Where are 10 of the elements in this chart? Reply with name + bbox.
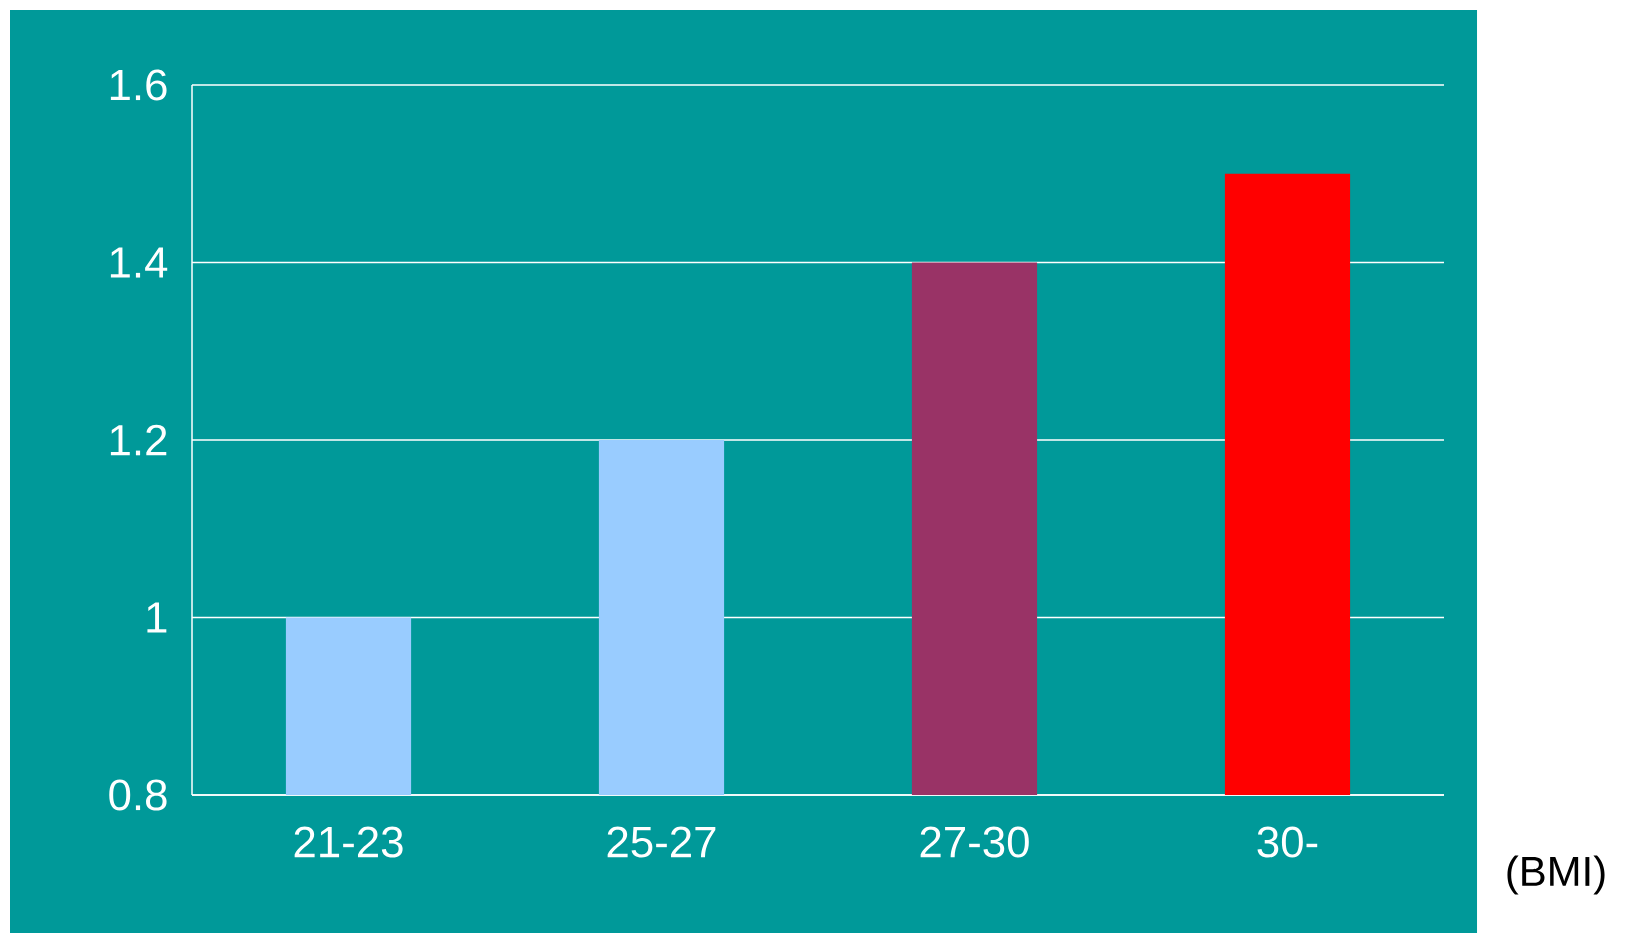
x-tick-label: 25-27 bbox=[607, 826, 716, 858]
x-tick-label: 21-23 bbox=[294, 826, 403, 858]
x-axis-title: (BMI) bbox=[1507, 855, 1605, 895]
x-tick-label: 30- bbox=[1257, 826, 1318, 858]
y-tick-label: 1.2 bbox=[110, 424, 167, 456]
y-tick-label: 1 bbox=[147, 602, 167, 633]
y-tick-label: 1.6 bbox=[110, 69, 167, 101]
y-tick-label: 0.8 bbox=[109, 779, 167, 811]
x-tick-label: 27-30 bbox=[920, 826, 1029, 858]
y-tick-label: 1.4 bbox=[110, 247, 168, 278]
